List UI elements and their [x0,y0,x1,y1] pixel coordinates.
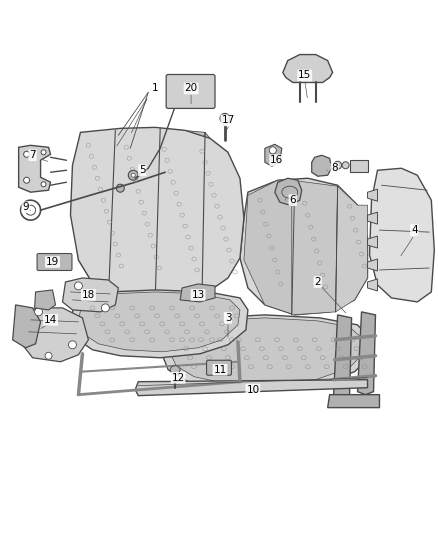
Ellipse shape [101,304,110,312]
Polygon shape [350,160,367,172]
FancyBboxPatch shape [37,254,72,270]
Polygon shape [135,379,367,395]
Text: 19: 19 [46,257,59,267]
Text: 14: 14 [44,315,57,325]
Text: 1: 1 [152,84,159,93]
Ellipse shape [269,147,276,154]
Text: 6: 6 [290,195,296,205]
Polygon shape [78,292,240,352]
Text: 3: 3 [225,313,231,323]
Ellipse shape [41,182,46,187]
Text: 9: 9 [22,202,29,212]
Ellipse shape [131,173,135,177]
Polygon shape [367,259,378,271]
Polygon shape [180,284,215,302]
Ellipse shape [24,151,30,157]
Text: 16: 16 [270,155,283,165]
Polygon shape [292,180,338,315]
Polygon shape [19,146,50,192]
Text: 8: 8 [331,163,338,173]
Polygon shape [162,315,371,390]
Text: 18: 18 [82,290,95,300]
Ellipse shape [334,161,342,169]
Polygon shape [108,128,160,300]
Ellipse shape [117,184,124,192]
Polygon shape [170,318,364,385]
Polygon shape [244,180,295,315]
Text: 13: 13 [191,290,205,300]
Polygon shape [71,127,244,300]
Polygon shape [23,308,88,362]
Polygon shape [334,315,352,398]
Polygon shape [275,178,302,205]
Polygon shape [312,155,332,176]
Ellipse shape [220,114,230,123]
Polygon shape [72,131,118,298]
Ellipse shape [170,366,180,374]
Ellipse shape [222,119,228,125]
Polygon shape [13,305,41,348]
Polygon shape [367,279,378,291]
FancyBboxPatch shape [166,75,215,108]
Polygon shape [328,394,379,408]
Polygon shape [71,290,248,358]
Text: 20: 20 [184,84,198,93]
Polygon shape [283,54,332,83]
Ellipse shape [35,308,42,316]
Text: 15: 15 [298,70,311,80]
Text: 10: 10 [246,385,259,394]
Text: 7: 7 [29,150,36,160]
Polygon shape [202,132,240,295]
Text: 5: 5 [139,165,145,175]
Polygon shape [367,189,378,201]
Ellipse shape [45,352,52,359]
Polygon shape [265,144,282,166]
Polygon shape [155,128,205,300]
Polygon shape [370,168,434,302]
Ellipse shape [342,162,349,169]
Polygon shape [336,186,367,312]
Polygon shape [357,312,375,394]
Text: 17: 17 [221,115,235,125]
Polygon shape [367,236,378,248]
Polygon shape [63,278,118,312]
Ellipse shape [24,177,30,183]
Polygon shape [240,178,367,315]
Polygon shape [35,290,56,310]
Ellipse shape [68,341,77,349]
Ellipse shape [128,170,138,180]
Text: 2: 2 [314,277,321,287]
Text: 4: 4 [411,225,418,235]
Ellipse shape [41,150,46,155]
Text: 12: 12 [172,373,185,383]
Text: 11: 11 [213,365,226,375]
FancyBboxPatch shape [207,360,231,375]
Polygon shape [367,212,378,224]
Ellipse shape [74,282,82,290]
